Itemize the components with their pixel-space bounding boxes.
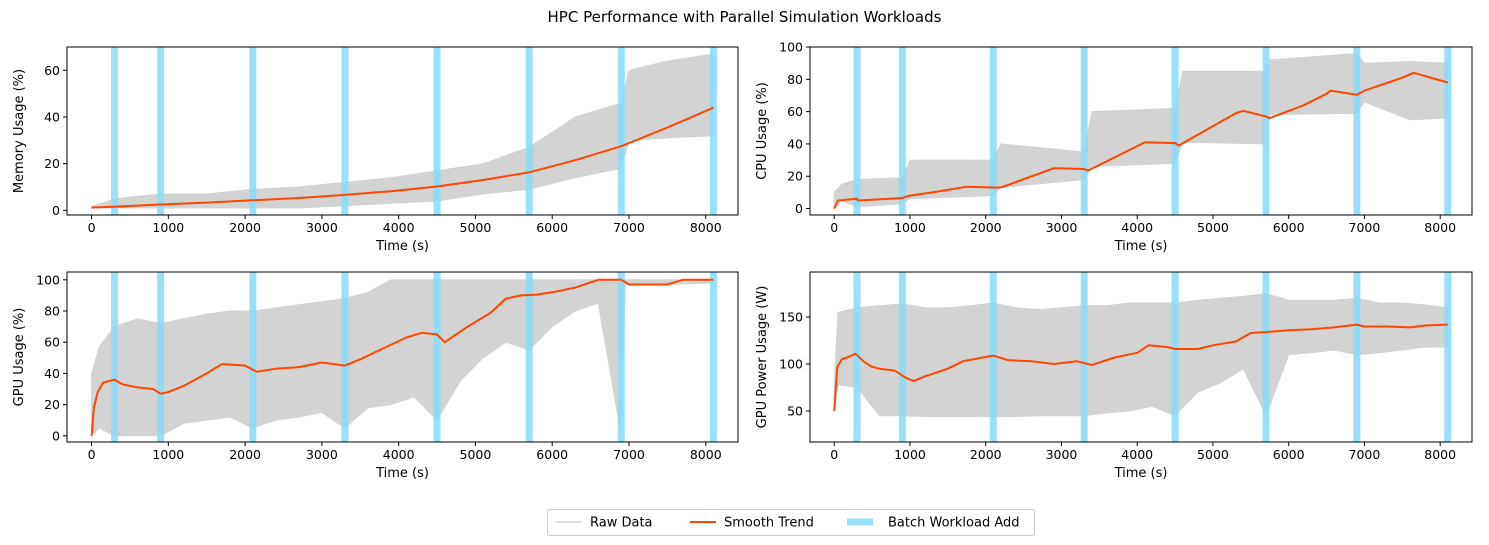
y-tick-label: 100 (779, 357, 803, 372)
x-tick-label: 5000 (460, 447, 492, 462)
x-tick-label: 1000 (894, 220, 926, 235)
figure-title: HPC Performance with Parallel Simulation… (548, 8, 942, 26)
x-tick-label: 4000 (1121, 220, 1153, 235)
y-tick-label: 40 (44, 366, 60, 381)
x-tick-label: 7000 (613, 447, 645, 462)
x-tick-label: 1000 (152, 447, 184, 462)
y-tick-label: 100 (779, 40, 803, 55)
x-tick-label: 5000 (1197, 447, 1229, 462)
axes-frame (66, 46, 739, 216)
x-tick-label: 3000 (306, 447, 338, 462)
axes-frame (809, 46, 1473, 216)
subplot-bottom-right: 0 1000 2000 3000 4000 5000 6000 7000 8000 50 100 15… (755, 271, 1473, 481)
y-tick-label: 0 (52, 428, 60, 443)
subplot-top-right: 0 1000 2000 3000 4000 5000 6000 7000 8000 0 20 40 60… (755, 40, 1473, 254)
y-axis-label: GPU Power Usage (W) (755, 286, 770, 429)
x-tick-label: 7000 (1349, 220, 1381, 235)
x-tick-label: 0 (830, 447, 838, 462)
x-tick-label: 6000 (536, 447, 568, 462)
x-tick-label: 3000 (1046, 220, 1078, 235)
plot-area (91, 47, 717, 215)
y-tick-label: 60 (787, 104, 803, 119)
y-tick-label: 40 (787, 136, 803, 151)
y-tick-label: 150 (779, 310, 803, 325)
y-axis-label: CPU Usage (%) (755, 82, 770, 180)
y-tick-label: 80 (44, 303, 60, 318)
x-tick-label: 1000 (152, 220, 184, 235)
x-axis-label: Time (s) (375, 239, 429, 254)
x-tick-label: 3000 (306, 220, 338, 235)
y-tick-label: 20 (787, 169, 803, 184)
plot-area (833, 272, 1452, 442)
x-tick-label: 8000 (1424, 447, 1456, 462)
x-tick-label: 0 (88, 447, 96, 462)
trend-line (833, 323, 1448, 412)
x-tick-label: 4000 (383, 447, 415, 462)
x-tick-label: 0 (830, 220, 838, 235)
x-tick-label: 7000 (1349, 447, 1381, 462)
x-tick-label: 6000 (1273, 220, 1305, 235)
x-tick-label: 6000 (1273, 447, 1305, 462)
plot-area (90, 272, 717, 442)
x-tick-label: 2000 (970, 220, 1002, 235)
x-axis-label: Time (s) (375, 466, 429, 481)
y-tick-label: 60 (44, 63, 60, 78)
axes-frame (66, 271, 739, 443)
x-tick-label: 5000 (460, 220, 492, 235)
subplot-grid: 0 1000 2000 3000 4000 5000 6000 7000 80000204060… (12, 40, 1473, 481)
y-axis-label: Memory Usage (%) (12, 69, 27, 193)
x-tick-label: 8000 (690, 447, 722, 462)
x-tick-label: 4000 (1121, 447, 1153, 462)
x-tick-label: 2000 (229, 220, 261, 235)
x-tick-label: 2000 (229, 447, 261, 462)
x-axis-label: Time (s) (1114, 239, 1168, 254)
y-tick-label: 60 (44, 335, 60, 350)
x-tick-label: 6000 (536, 220, 568, 235)
x-tick-label: 5000 (1197, 220, 1229, 235)
trend-line (90, 278, 714, 436)
legend-label-trend: Smooth Trend (724, 516, 814, 531)
y-tick-label: 0 (52, 203, 60, 218)
x-tick-label: 0 (88, 220, 96, 235)
legend-label-raw: Raw Data (590, 516, 653, 531)
y-tick-label: 20 (44, 156, 60, 171)
x-tick-label: 4000 (383, 220, 415, 235)
plot-area (833, 47, 1452, 215)
x-tick-label: 8000 (690, 220, 722, 235)
legend: Raw Data Smooth Trend Batch Workload Add (547, 509, 1035, 536)
y-tick-label: 40 (44, 110, 60, 125)
subplot-top-left: 0 1000 2000 3000 4000 5000 6000 7000 8000 0 20 40 60… (12, 46, 739, 254)
y-tick-label: 50 (787, 404, 803, 419)
x-tick-label: 8000 (1424, 220, 1456, 235)
axes-frame (809, 271, 1473, 443)
legend-frame (547, 509, 1035, 536)
x-axis-label: Time (s) (1114, 466, 1168, 481)
y-tick-label: 100 (36, 272, 60, 287)
x-tick-label: 7000 (613, 220, 645, 235)
x-tick-label: 2000 (970, 447, 1002, 462)
legend-label-batch: Batch Workload Add (888, 516, 1020, 531)
y-tick-label: 0 (795, 201, 803, 216)
trend-line (91, 106, 714, 209)
x-tick-label: 1000 (894, 447, 926, 462)
subplot-bottom-left: 0 1000 2000 3000 4000 5000 6000 7000 8000 0 20 40 60… (12, 271, 739, 481)
trend-line (833, 71, 1449, 209)
y-tick-label: 80 (787, 72, 803, 87)
y-tick-label: 20 (44, 397, 60, 412)
x-tick-label: 3000 (1046, 447, 1078, 462)
y-axis-label: GPU Usage (%) (12, 308, 27, 407)
